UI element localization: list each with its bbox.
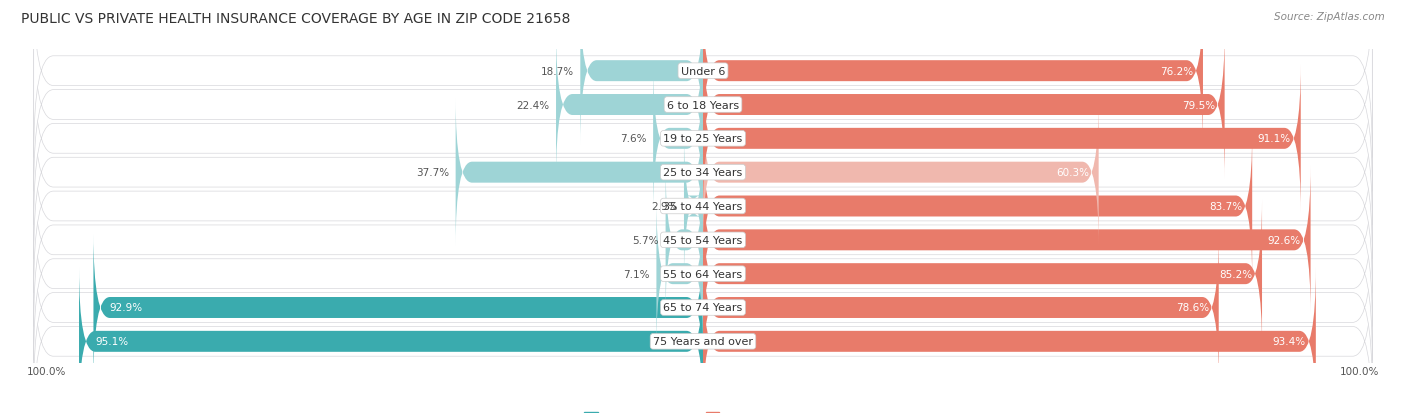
Text: 76.2%: 76.2% bbox=[1160, 66, 1194, 76]
FancyBboxPatch shape bbox=[654, 65, 703, 213]
FancyBboxPatch shape bbox=[657, 200, 703, 348]
Text: 19 to 25 Years: 19 to 25 Years bbox=[664, 134, 742, 144]
FancyBboxPatch shape bbox=[34, 255, 1372, 413]
Text: 78.6%: 78.6% bbox=[1175, 303, 1209, 313]
Text: PUBLIC VS PRIVATE HEALTH INSURANCE COVERAGE BY AGE IN ZIP CODE 21658: PUBLIC VS PRIVATE HEALTH INSURANCE COVER… bbox=[21, 12, 571, 26]
Text: 92.6%: 92.6% bbox=[1268, 235, 1301, 245]
Text: 95.1%: 95.1% bbox=[96, 337, 128, 347]
Text: 79.5%: 79.5% bbox=[1181, 100, 1215, 110]
FancyBboxPatch shape bbox=[703, 133, 1253, 280]
Text: 65 to 74 Years: 65 to 74 Years bbox=[664, 303, 742, 313]
Text: 7.1%: 7.1% bbox=[623, 269, 650, 279]
FancyBboxPatch shape bbox=[79, 268, 703, 413]
Text: 22.4%: 22.4% bbox=[516, 100, 550, 110]
FancyBboxPatch shape bbox=[93, 234, 703, 382]
FancyBboxPatch shape bbox=[34, 19, 1372, 192]
Text: Under 6: Under 6 bbox=[681, 66, 725, 76]
Text: 85.2%: 85.2% bbox=[1219, 269, 1253, 279]
FancyBboxPatch shape bbox=[665, 166, 703, 314]
Text: Source: ZipAtlas.com: Source: ZipAtlas.com bbox=[1274, 12, 1385, 22]
Text: 25 to 34 Years: 25 to 34 Years bbox=[664, 168, 742, 178]
Text: 6 to 18 Years: 6 to 18 Years bbox=[666, 100, 740, 110]
FancyBboxPatch shape bbox=[34, 120, 1372, 293]
FancyBboxPatch shape bbox=[555, 31, 703, 179]
Text: 92.9%: 92.9% bbox=[110, 303, 143, 313]
Text: 37.7%: 37.7% bbox=[416, 168, 449, 178]
FancyBboxPatch shape bbox=[34, 154, 1372, 327]
Text: 60.3%: 60.3% bbox=[1056, 168, 1088, 178]
Text: 93.4%: 93.4% bbox=[1272, 337, 1306, 347]
Text: 35 to 44 Years: 35 to 44 Years bbox=[664, 202, 742, 211]
FancyBboxPatch shape bbox=[34, 0, 1372, 158]
FancyBboxPatch shape bbox=[703, 166, 1310, 314]
FancyBboxPatch shape bbox=[703, 65, 1301, 213]
Text: 55 to 64 Years: 55 to 64 Years bbox=[664, 269, 742, 279]
Text: 5.7%: 5.7% bbox=[633, 235, 659, 245]
FancyBboxPatch shape bbox=[34, 52, 1372, 225]
FancyBboxPatch shape bbox=[581, 0, 703, 145]
FancyBboxPatch shape bbox=[703, 31, 1225, 179]
Legend: Public Insurance, Private Insurance: Public Insurance, Private Insurance bbox=[579, 408, 827, 413]
Text: 7.6%: 7.6% bbox=[620, 134, 647, 144]
FancyBboxPatch shape bbox=[34, 188, 1372, 361]
FancyBboxPatch shape bbox=[703, 0, 1204, 145]
Text: 91.1%: 91.1% bbox=[1258, 134, 1291, 144]
FancyBboxPatch shape bbox=[703, 268, 1316, 413]
Text: 83.7%: 83.7% bbox=[1209, 202, 1243, 211]
FancyBboxPatch shape bbox=[34, 86, 1372, 259]
Text: 45 to 54 Years: 45 to 54 Years bbox=[664, 235, 742, 245]
FancyBboxPatch shape bbox=[683, 133, 703, 280]
FancyBboxPatch shape bbox=[703, 99, 1098, 247]
FancyBboxPatch shape bbox=[703, 200, 1263, 348]
FancyBboxPatch shape bbox=[34, 221, 1372, 394]
FancyBboxPatch shape bbox=[703, 234, 1219, 382]
Text: 2.9%: 2.9% bbox=[651, 202, 678, 211]
FancyBboxPatch shape bbox=[456, 99, 703, 247]
Text: 75 Years and over: 75 Years and over bbox=[652, 337, 754, 347]
Text: 18.7%: 18.7% bbox=[541, 66, 574, 76]
